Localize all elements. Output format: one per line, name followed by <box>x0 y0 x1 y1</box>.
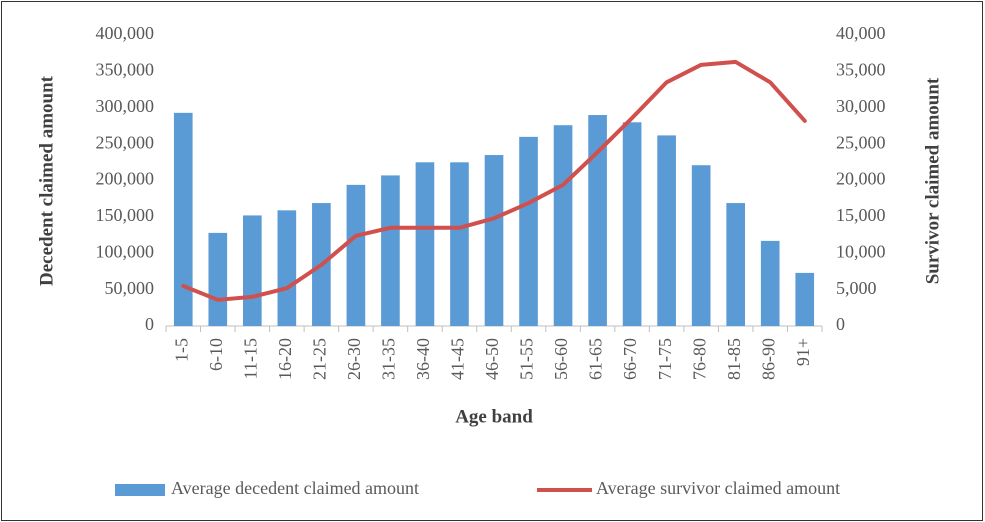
bar <box>381 175 400 326</box>
x-tick-label: 91+ <box>793 338 813 366</box>
bar <box>450 162 469 326</box>
y-tick-label: 0 <box>145 314 154 334</box>
x-tick-label: 76-80 <box>689 338 709 380</box>
y-tick-label: 400,000 <box>96 23 155 43</box>
line <box>181 59 807 302</box>
bar <box>691 165 711 326</box>
bar <box>760 240 780 326</box>
y-tick-label: 300,000 <box>96 96 155 116</box>
x-tick-label: 6-10 <box>206 338 226 371</box>
bar <box>208 232 228 326</box>
bar <box>277 210 297 326</box>
x-axis-title: Age band <box>455 406 533 427</box>
bar <box>484 155 504 326</box>
bar <box>346 184 366 326</box>
y-axis-title: Decedent claimed amount <box>36 75 57 286</box>
y-tick-label: 150,000 <box>96 205 155 225</box>
x-tick-label: 11-15 <box>240 338 260 379</box>
x-tick-label: 81-85 <box>724 338 744 380</box>
bar <box>657 135 676 326</box>
x-tick-label: 46-50 <box>482 338 502 380</box>
x-tick-label: 36-40 <box>413 338 433 380</box>
bar <box>588 115 607 327</box>
y2-tick-label: 5,000 <box>836 278 877 298</box>
x-tick-label: 86-90 <box>758 338 778 380</box>
bar <box>173 112 193 326</box>
x-tick-label: 1-5 <box>171 338 191 362</box>
bar <box>622 122 642 326</box>
y2-tick-label: 10,000 <box>836 241 886 261</box>
legend-label: Average decedent claimed amount <box>171 478 419 498</box>
y2-axis-title: Survivor claimed amount <box>922 77 943 284</box>
y-tick-label: 50,000 <box>105 278 155 298</box>
bar <box>726 203 746 326</box>
y-tick-label: 200,000 <box>96 169 155 189</box>
x-tick-label: 41-45 <box>448 338 468 380</box>
legend-label: Average survivor claimed amount <box>596 478 840 498</box>
y2-tick-label: 30,000 <box>836 96 886 116</box>
x-tick-label: 51-55 <box>517 338 537 380</box>
y2-tick-label: 40,000 <box>836 23 886 43</box>
y-tick-label: 250,000 <box>96 132 155 152</box>
x-tick-label: 61-65 <box>586 338 606 380</box>
x-tick-label: 16-20 <box>275 338 295 380</box>
y2-tick-label: 35,000 <box>836 60 886 80</box>
x-tick-label: 21-25 <box>309 338 329 380</box>
x-tick-label: 26-30 <box>344 338 364 380</box>
y-tick-label: 100,000 <box>96 241 155 261</box>
x-tick-label: 56-60 <box>551 338 571 380</box>
y2-tick-label: 0 <box>836 314 845 334</box>
y2-tick-label: 25,000 <box>836 132 886 152</box>
x-tick-label: 66-70 <box>620 338 640 380</box>
bar <box>242 215 262 326</box>
x-tick-label: 71-75 <box>655 338 675 380</box>
bar <box>795 272 815 326</box>
bar <box>553 125 573 327</box>
legend-swatch <box>115 484 165 496</box>
y2-tick-label: 15,000 <box>836 205 886 225</box>
y2-tick-label: 20,000 <box>836 169 886 189</box>
bar <box>415 162 435 326</box>
x-tick-label: 31-35 <box>379 338 399 380</box>
y-tick-label: 350,000 <box>96 60 155 80</box>
bar <box>519 136 538 326</box>
